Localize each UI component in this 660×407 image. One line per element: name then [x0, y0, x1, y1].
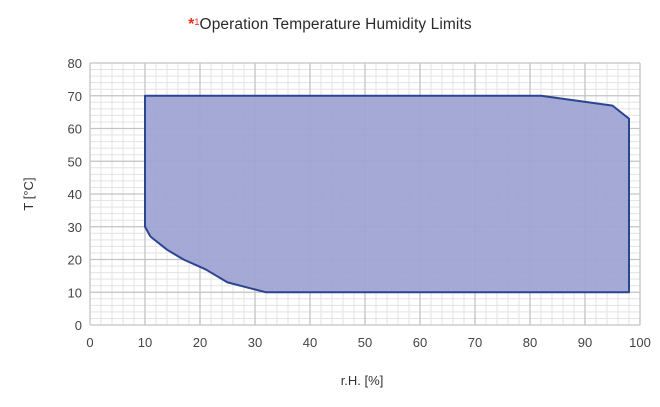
x-tick-label: 70: [468, 335, 482, 350]
x-tick-label: 10: [138, 335, 152, 350]
x-tick-label: 100: [629, 335, 651, 350]
x-tick-label: 0: [86, 335, 93, 350]
x-tick-label: 60: [413, 335, 427, 350]
x-axis-label: r.H. [%]: [341, 373, 384, 388]
operating-area: [144, 94, 630, 294]
y-tick-label: 70: [68, 89, 82, 104]
x-tick-label: 20: [193, 335, 207, 350]
y-tick-label: 0: [75, 318, 82, 333]
x-tick-label: 40: [303, 335, 317, 350]
x-tick-label: 50: [358, 335, 372, 350]
y-tick-label: 10: [68, 285, 82, 300]
y-tick-label: 20: [68, 253, 82, 268]
x-tick-label: 90: [578, 335, 592, 350]
title-asterisk: *: [188, 16, 195, 33]
y-tick-label: 80: [68, 56, 82, 71]
y-tick-label: 40: [68, 187, 82, 202]
x-tick-label: 30: [248, 335, 262, 350]
y-tick-label: 30: [68, 220, 82, 235]
operating-limit-polygon: [144, 94, 630, 294]
y-tick-label: 60: [68, 122, 82, 137]
chart-title: *1Operation Temperature Humidity Limits: [0, 16, 660, 34]
x-tick-label: 80: [523, 335, 537, 350]
y-tick-label: 50: [68, 154, 82, 169]
y-axis-label: T [°C]: [21, 177, 36, 210]
title-footnote-number: 1: [194, 17, 200, 27]
x-axis-ticks: 0 10 20 30 40 50 60 70 80 90 100: [86, 335, 650, 350]
y-axis-ticks: 0 10 20 30 40 50 60 70 80: [68, 56, 82, 333]
title-text: Operation Temperature Humidity Limits: [199, 16, 472, 33]
